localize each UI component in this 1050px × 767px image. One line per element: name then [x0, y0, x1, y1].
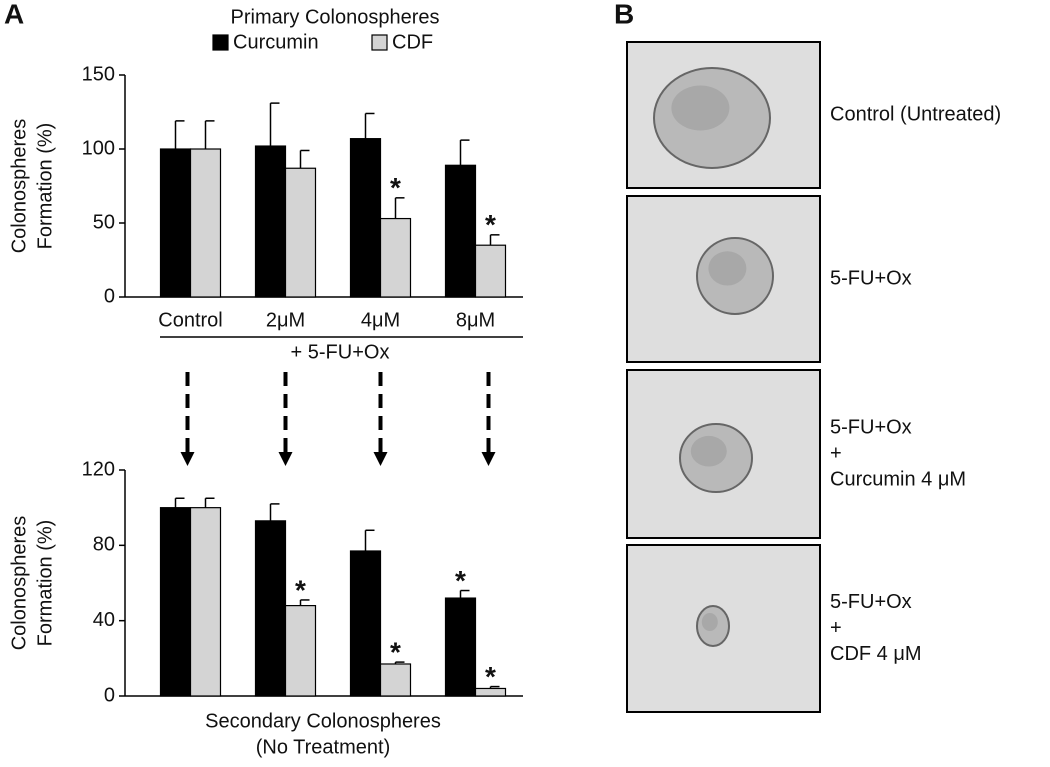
- bar: [474, 244, 507, 298]
- bar: [379, 663, 412, 697]
- y-tick-label: 150: [82, 63, 115, 85]
- panel-label: A: [4, 0, 24, 29]
- significance-marker: *: [485, 661, 496, 692]
- bar: [254, 520, 287, 697]
- image-caption: 5-FU+Ox: [830, 416, 912, 438]
- bar: [284, 604, 317, 697]
- bar: [444, 164, 477, 298]
- arrow-head: [373, 452, 388, 466]
- y-tick-label: 80: [93, 534, 115, 556]
- image-caption: Control (Untreated): [830, 103, 1001, 125]
- significance-marker: *: [390, 636, 401, 667]
- y-tick-label: 50: [93, 211, 115, 233]
- bar: [159, 507, 192, 697]
- y-axis-label: Formation (%): [34, 123, 56, 250]
- bar: [284, 167, 317, 298]
- legend-label: Curcumin: [233, 31, 319, 53]
- y-tick-label: 0: [104, 285, 115, 307]
- legend-swatch: [212, 34, 229, 51]
- significance-marker: *: [455, 565, 466, 596]
- x-axis-label: Secondary Colonospheres: [205, 710, 441, 732]
- x-tick-label: 4μM: [361, 309, 400, 331]
- legend-title: Primary Colonospheres: [231, 6, 440, 28]
- x-tick-label: 8μM: [456, 309, 495, 331]
- bar: [189, 148, 222, 298]
- x-tick-label: 2μM: [266, 309, 305, 331]
- bar: [474, 687, 507, 697]
- significance-marker: *: [485, 209, 496, 240]
- image-caption: 5-FU+Ox: [830, 591, 912, 613]
- image-caption: CDF 4 μM: [830, 643, 922, 665]
- bar: [349, 138, 382, 298]
- significance-marker: *: [295, 574, 306, 605]
- bar: [254, 145, 287, 298]
- y-tick-label: 40: [93, 609, 115, 631]
- bar: [159, 148, 192, 298]
- colonosphere-texture: [690, 435, 727, 467]
- colonosphere-texture: [671, 85, 730, 131]
- colonosphere-texture: [701, 613, 718, 631]
- legend-label: CDF: [392, 31, 433, 53]
- arrow-head: [481, 452, 496, 466]
- y-tick-label: 0: [104, 684, 115, 706]
- image-caption: +: [830, 442, 842, 464]
- image-caption: 5-FU+Ox: [830, 267, 912, 289]
- panel-label: B: [614, 0, 634, 29]
- bar: [189, 507, 222, 697]
- x-axis-label: (No Treatment): [256, 736, 390, 758]
- arrow-head: [278, 452, 293, 466]
- y-axis-label: Colonospheres: [8, 119, 30, 254]
- image-caption: Curcumin 4 μM: [830, 468, 966, 490]
- significance-marker: *: [390, 172, 401, 203]
- y-axis-label: Colonospheres: [8, 516, 30, 651]
- arrow-head: [180, 452, 195, 466]
- y-tick-label: 120: [82, 458, 115, 480]
- y-axis-label: Formation (%): [34, 520, 56, 647]
- image-caption: +: [830, 617, 842, 639]
- y-tick-label: 100: [82, 137, 115, 159]
- x-tick-label: Control: [158, 309, 222, 331]
- treatment-label: + 5-FU+Ox: [291, 341, 390, 363]
- bar: [349, 550, 382, 697]
- colonosphere-texture: [708, 251, 747, 286]
- bar: [379, 217, 412, 298]
- legend-swatch: [371, 34, 388, 51]
- bar: [444, 597, 477, 697]
